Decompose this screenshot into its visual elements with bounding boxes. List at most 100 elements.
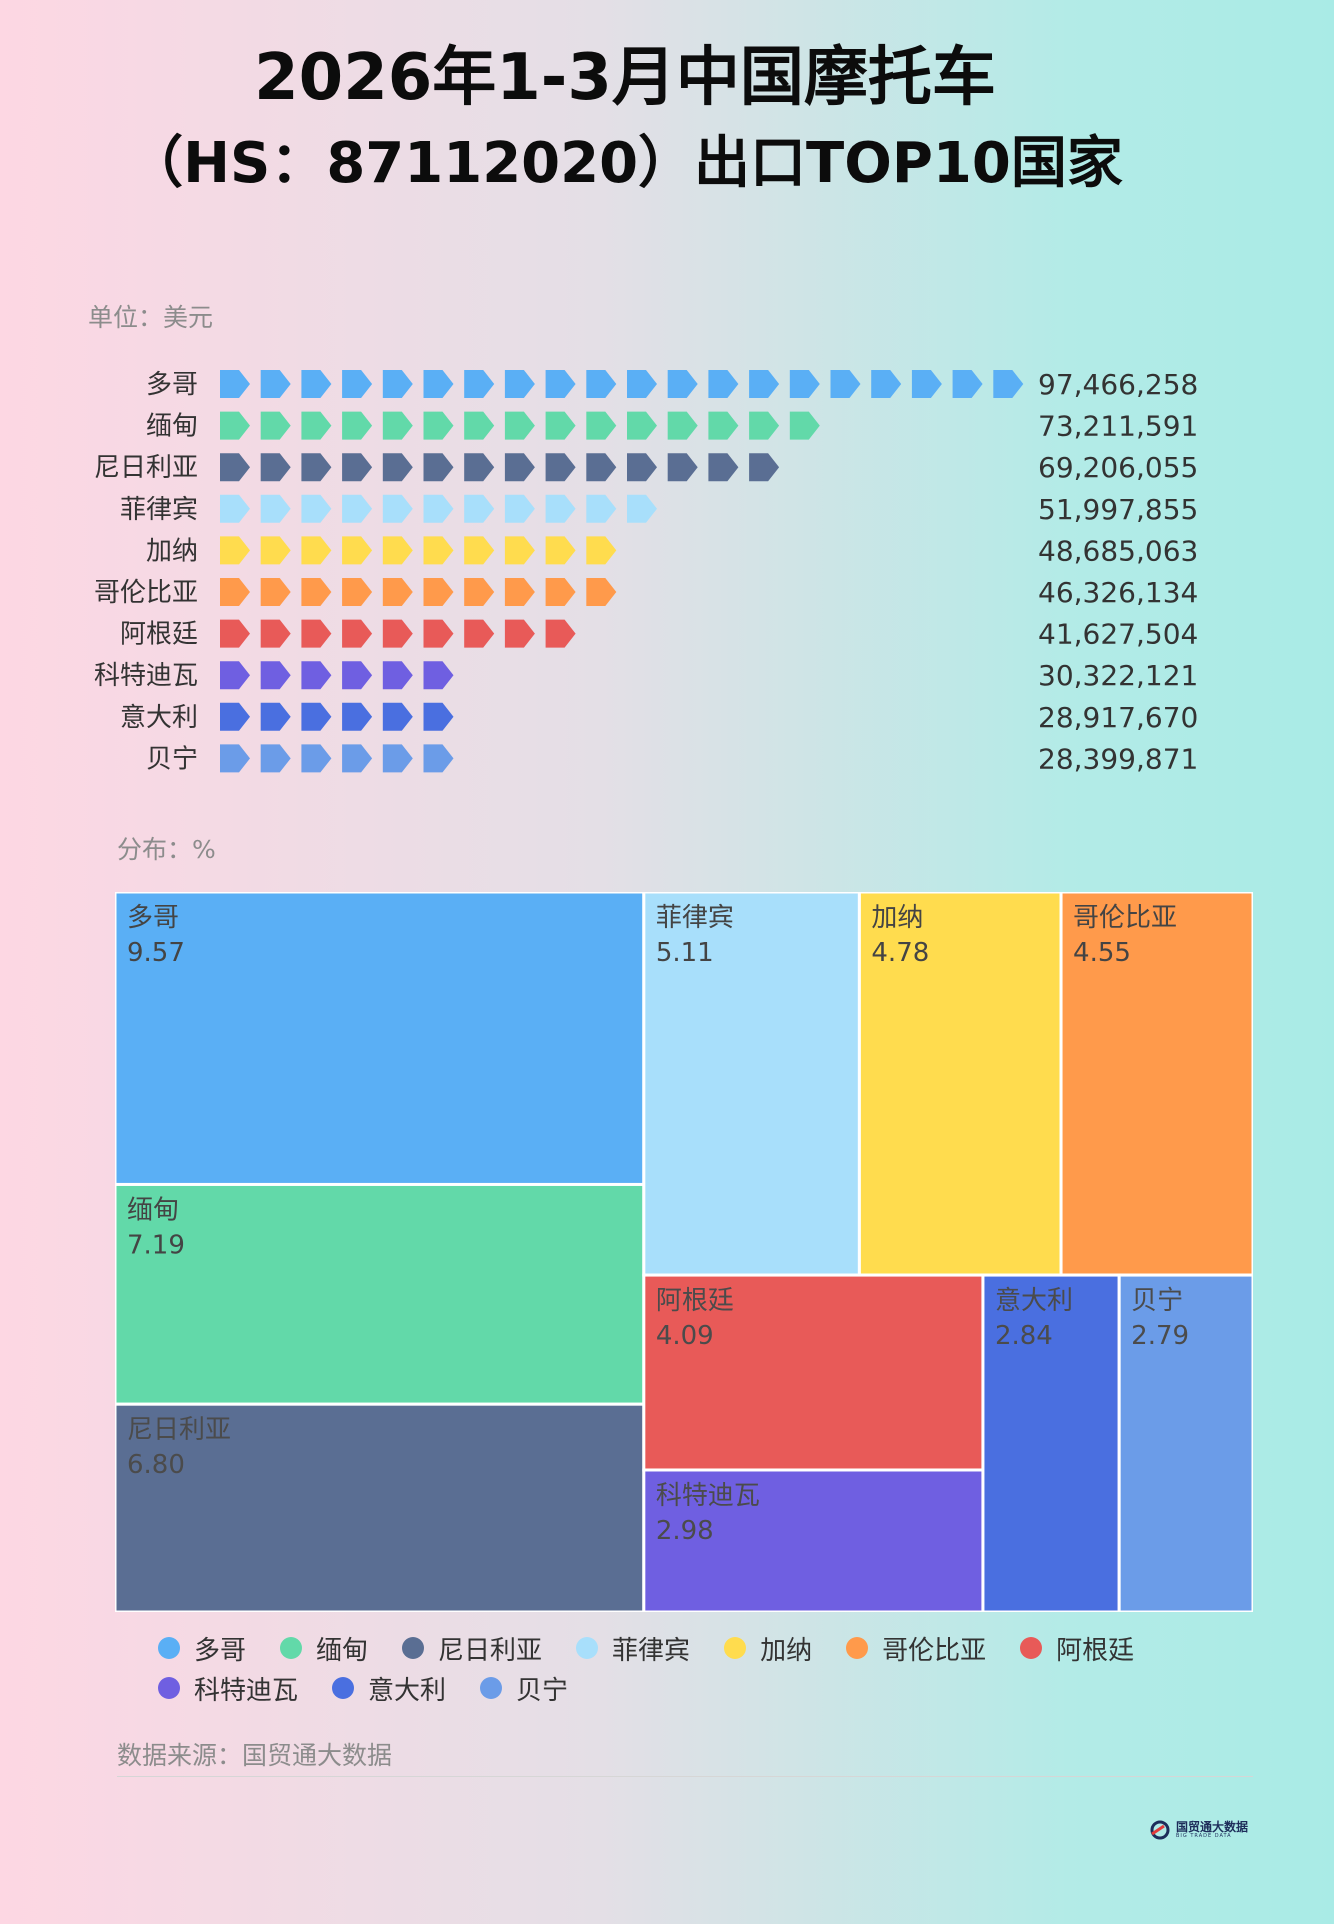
arrow-symbol	[220, 744, 250, 773]
arrow-symbol	[382, 661, 413, 690]
bar-row: 阿根廷 41,627,504	[120, 618, 1198, 651]
arrow-symbol	[342, 453, 373, 482]
arrow-symbol	[342, 536, 373, 565]
arrow-symbol	[708, 411, 739, 440]
bar-row: 菲律宾 51,997,855	[120, 493, 1198, 526]
legend-swatch	[1020, 1637, 1043, 1659]
legend-swatch	[576, 1637, 599, 1659]
arrow-symbol	[749, 453, 780, 482]
arrow-symbol	[627, 370, 657, 398]
arrow-symbol	[220, 536, 250, 565]
treemap-value-label: 2.79	[1131, 1321, 1189, 1351]
legend-item[interactable]: 菲律宾	[576, 1630, 690, 1667]
arrow-symbol	[423, 619, 454, 648]
brand-logo: 国贸通大数据 BIG TRADE DATA	[1150, 1820, 1248, 1840]
treemap-chart: 多哥 9.57 缅甸 7.19 尼日利亚 6.80 菲律宾 5.11 加纳 4.78 哥伦比亚 4.5…	[115, 892, 1253, 1612]
category-label: 意大利	[120, 703, 198, 733]
arrow-symbol	[504, 494, 535, 523]
legend-item[interactable]: 科特迪瓦	[158, 1670, 298, 1707]
legend-swatch	[280, 1637, 303, 1659]
value-label: 69,206,055	[1038, 451, 1198, 484]
arrow-symbol	[423, 453, 454, 482]
legend-item[interactable]: 加纳	[724, 1630, 812, 1667]
legend-label: 意大利	[368, 1675, 447, 1706]
category-label: 阿根廷	[120, 620, 198, 650]
legend-label: 阿根廷	[1056, 1635, 1135, 1666]
treemap-rect	[642, 1468, 985, 1612]
arrow-symbol	[627, 494, 657, 523]
legend-item[interactable]: 意大利	[332, 1670, 446, 1707]
treemap-cell: 哥伦比亚 4.55	[1059, 892, 1253, 1277]
treemap-cell: 加纳 4.78	[857, 892, 1063, 1277]
arrow-symbol	[789, 411, 820, 440]
legend-item[interactable]: 贝宁	[480, 1670, 568, 1707]
arrow-symbol	[911, 370, 942, 398]
distribution-label: 分布：%	[117, 835, 216, 864]
value-label: 41,627,504	[1038, 618, 1198, 651]
arrow-symbol	[260, 578, 291, 606]
category-label: 加纳	[146, 536, 198, 566]
arrow-symbol	[993, 370, 1024, 398]
value-label: 73,211,591	[1038, 410, 1198, 443]
arrow-symbol	[708, 370, 739, 398]
logo-sub-text: BIG TRADE DATA	[1176, 1832, 1232, 1839]
category-label: 贝宁	[146, 744, 198, 774]
legend-item[interactable]: 尼日利亚	[402, 1630, 542, 1667]
arrow-symbol	[423, 661, 454, 690]
category-label: 哥伦比亚	[94, 578, 198, 608]
treemap-value-label: 4.09	[656, 1321, 714, 1351]
arrow-symbol	[220, 494, 250, 523]
arrow-symbol	[301, 578, 332, 606]
treemap-cell: 贝宁 2.79	[1117, 1273, 1253, 1612]
logo-d-icon	[1150, 1820, 1170, 1840]
treemap-cell: 意大利 2.84	[981, 1273, 1121, 1612]
arrow-symbol	[545, 370, 576, 398]
treemap-value-label: 4.78	[871, 938, 929, 968]
arrow-symbol	[423, 494, 454, 523]
arrow-symbol	[627, 453, 657, 482]
legend-item[interactable]: 哥伦比亚	[846, 1630, 986, 1667]
legend-item[interactable]: 多哥	[158, 1630, 246, 1667]
logo-main-text: 国贸通大数据	[1176, 1819, 1249, 1834]
arrow-symbol	[586, 494, 617, 523]
arrow-symbol	[464, 619, 495, 648]
bar-row: 尼日利亚 69,206,055	[94, 451, 1198, 484]
arrow-symbol	[260, 536, 291, 565]
treemap-category-label: 加纳	[871, 903, 923, 933]
arrow-symbol	[749, 411, 780, 440]
value-label: 97,466,258	[1038, 368, 1198, 401]
legend-row: 科特迪瓦 意大利 贝宁	[158, 1668, 1258, 1708]
arrow-symbol	[220, 453, 250, 482]
treemap-category-label: 菲律宾	[656, 903, 734, 933]
arrow-symbol	[220, 702, 250, 731]
arrow-symbol	[342, 744, 373, 773]
arrow-symbol	[545, 536, 576, 565]
treemap-value-label: 9.57	[127, 938, 185, 968]
arrow-symbol	[301, 744, 332, 773]
treemap-category-label: 意大利	[995, 1286, 1073, 1316]
arrow-symbol	[382, 578, 413, 606]
bar-row: 科特迪瓦 30,322,121	[94, 659, 1198, 692]
legend-swatch	[402, 1637, 425, 1659]
category-label: 尼日利亚	[94, 453, 198, 483]
arrow-symbol	[586, 411, 617, 440]
arrow-symbol	[586, 453, 617, 482]
arrow-symbol	[667, 453, 698, 482]
bar-row: 多哥 97,466,258	[146, 368, 1198, 401]
legend-item[interactable]: 阿根廷	[1020, 1630, 1134, 1667]
arrow-symbol	[545, 453, 576, 482]
arrow-symbol	[952, 370, 983, 398]
legend-item[interactable]: 缅甸	[280, 1630, 368, 1667]
legend-label: 尼日利亚	[438, 1635, 543, 1666]
arrow-symbol	[382, 453, 413, 482]
treemap-value-label: 4.55	[1073, 938, 1131, 968]
arrow-symbol	[708, 453, 739, 482]
arrow-symbol	[667, 411, 698, 440]
arrow-symbol	[464, 453, 495, 482]
treemap-cell: 阿根廷 4.09	[642, 1273, 985, 1472]
arrow-symbol	[464, 370, 495, 398]
bar-row: 意大利 28,917,670	[120, 701, 1198, 734]
treemap-cell: 尼日利亚 6.80	[115, 1402, 646, 1612]
arrow-symbol	[504, 619, 535, 648]
arrow-symbol	[871, 370, 902, 398]
